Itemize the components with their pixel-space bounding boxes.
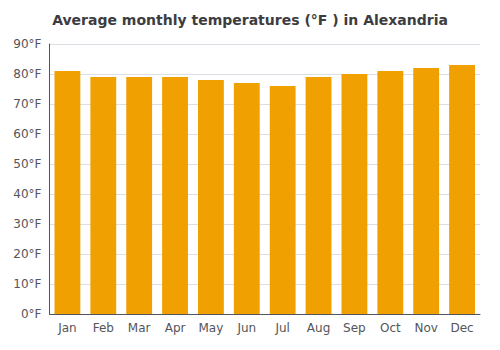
svg-text:Apr: Apr bbox=[165, 321, 186, 335]
svg-text:70°F: 70°F bbox=[13, 97, 41, 111]
svg-text:Dec: Dec bbox=[450, 321, 473, 335]
svg-text:60°F: 60°F bbox=[13, 127, 41, 141]
svg-text:May: May bbox=[199, 321, 224, 335]
svg-text:0°F: 0°F bbox=[21, 307, 42, 321]
svg-text:Aug: Aug bbox=[307, 321, 330, 335]
svg-text:40°F: 40°F bbox=[13, 187, 41, 201]
svg-text:Feb: Feb bbox=[93, 321, 114, 335]
svg-text:Oct: Oct bbox=[380, 321, 401, 335]
svg-text:Sep: Sep bbox=[343, 321, 366, 335]
svg-text:Jan: Jan bbox=[57, 321, 77, 335]
svg-text:80°F: 80°F bbox=[13, 67, 41, 81]
svg-text:Jul: Jul bbox=[274, 321, 289, 335]
svg-text:30°F: 30°F bbox=[13, 217, 41, 231]
svg-text:20°F: 20°F bbox=[13, 247, 41, 261]
svg-text:50°F: 50°F bbox=[13, 157, 41, 171]
svg-text:10°F: 10°F bbox=[13, 277, 41, 291]
svg-text:Nov: Nov bbox=[414, 321, 437, 335]
svg-text:90°F: 90°F bbox=[13, 37, 41, 51]
svg-text:Jun: Jun bbox=[236, 321, 256, 335]
svg-text:Mar: Mar bbox=[128, 321, 151, 335]
svg-text:Average monthly temperatures (: Average monthly temperatures (°F ) in Al… bbox=[52, 12, 448, 28]
